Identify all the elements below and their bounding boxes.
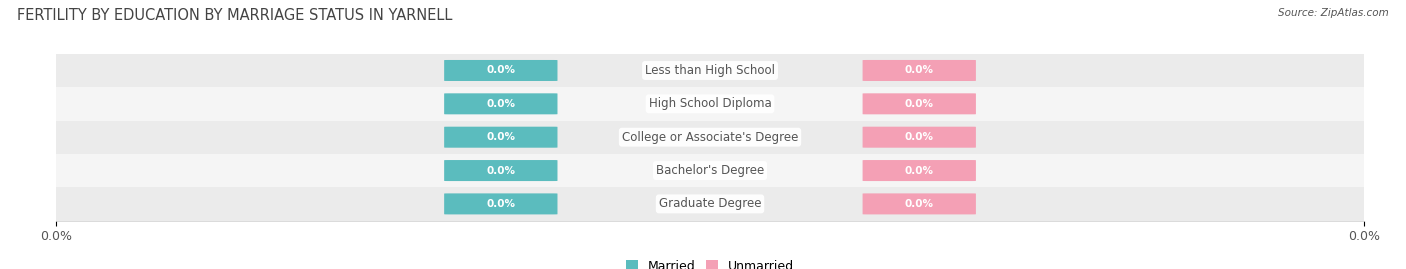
Text: 0.0%: 0.0% bbox=[486, 199, 516, 209]
Text: 0.0%: 0.0% bbox=[486, 132, 516, 142]
Text: 0.0%: 0.0% bbox=[904, 65, 934, 76]
FancyBboxPatch shape bbox=[862, 160, 976, 181]
Text: 0.0%: 0.0% bbox=[904, 165, 934, 176]
FancyBboxPatch shape bbox=[862, 193, 976, 214]
Text: FERTILITY BY EDUCATION BY MARRIAGE STATUS IN YARNELL: FERTILITY BY EDUCATION BY MARRIAGE STATU… bbox=[17, 8, 453, 23]
Text: 0.0%: 0.0% bbox=[486, 165, 516, 176]
Text: 0.0%: 0.0% bbox=[486, 99, 516, 109]
Bar bbox=[56, 187, 1364, 221]
Text: Less than High School: Less than High School bbox=[645, 64, 775, 77]
Legend: Married, Unmarried: Married, Unmarried bbox=[620, 255, 800, 269]
Bar bbox=[56, 121, 1364, 154]
Text: Bachelor's Degree: Bachelor's Degree bbox=[657, 164, 763, 177]
Text: 0.0%: 0.0% bbox=[904, 199, 934, 209]
Text: Source: ZipAtlas.com: Source: ZipAtlas.com bbox=[1278, 8, 1389, 18]
Text: 0.0%: 0.0% bbox=[486, 65, 516, 76]
FancyBboxPatch shape bbox=[862, 93, 976, 114]
FancyBboxPatch shape bbox=[444, 93, 558, 114]
Bar bbox=[56, 87, 1364, 121]
Text: 0.0%: 0.0% bbox=[904, 99, 934, 109]
FancyBboxPatch shape bbox=[862, 60, 976, 81]
FancyBboxPatch shape bbox=[444, 60, 558, 81]
FancyBboxPatch shape bbox=[862, 127, 976, 148]
FancyBboxPatch shape bbox=[444, 160, 558, 181]
Bar bbox=[56, 54, 1364, 87]
Text: Graduate Degree: Graduate Degree bbox=[659, 197, 761, 210]
Text: College or Associate's Degree: College or Associate's Degree bbox=[621, 131, 799, 144]
FancyBboxPatch shape bbox=[444, 193, 558, 214]
Bar bbox=[56, 154, 1364, 187]
Text: 0.0%: 0.0% bbox=[904, 132, 934, 142]
FancyBboxPatch shape bbox=[444, 127, 558, 148]
Text: High School Diploma: High School Diploma bbox=[648, 97, 772, 110]
